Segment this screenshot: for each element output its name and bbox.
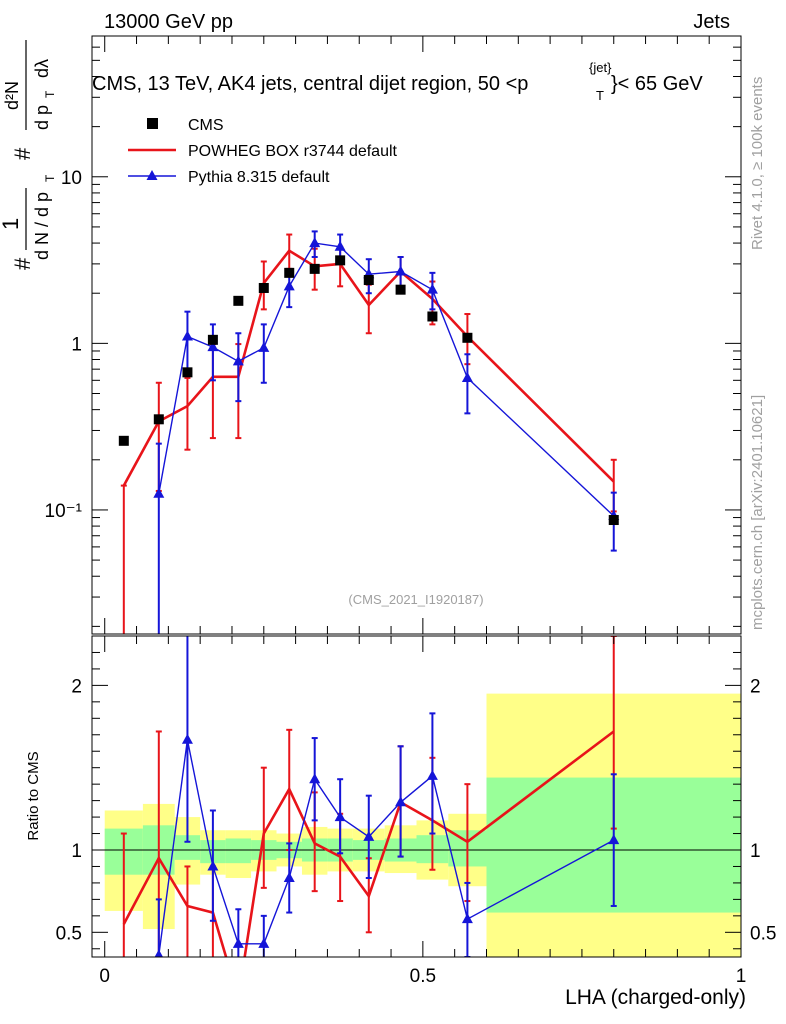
cms-marker-9 bbox=[363, 275, 374, 286]
pythia-ratio-marker-1 bbox=[181, 733, 193, 744]
ratio-y-tick-label-1: 1 bbox=[71, 841, 82, 862]
plot-title-sup: {jet} bbox=[589, 60, 612, 75]
pythia-main-marker-11 bbox=[461, 371, 473, 382]
main-panel-frame bbox=[91, 35, 742, 635]
powheg-main-line bbox=[122, 248, 615, 487]
pythia-main-marker-0 bbox=[153, 487, 165, 498]
ratio-y-tick-label-2: 2 bbox=[71, 676, 82, 697]
cms-marker-1 bbox=[153, 414, 164, 425]
ratio-y-tick-label-0: 0.5 bbox=[56, 923, 82, 944]
main-y-tick-label-2: 10 bbox=[61, 168, 82, 189]
ratio-panel-frame bbox=[91, 635, 742, 958]
pythia-main-marker-4 bbox=[258, 341, 270, 352]
pythia-ratio-marker-0 bbox=[154, 949, 164, 957]
ratio-y-tick-label-right-1: 1 bbox=[750, 841, 761, 862]
svg-text:#: # bbox=[10, 147, 35, 160]
svg-text:dλ: dλ bbox=[32, 59, 52, 78]
x-tick-label-2: 1 bbox=[736, 966, 747, 987]
legend-entry-0: CMS bbox=[188, 117, 224, 134]
plot-title: CMS, 13 TeV, AK4 jets, central dijet reg… bbox=[92, 73, 528, 95]
cms-marker-6 bbox=[284, 267, 295, 278]
legend-pythia-marker bbox=[146, 170, 158, 180]
pythia-main-marker-5 bbox=[283, 280, 295, 291]
cms-marker-5 bbox=[258, 282, 269, 293]
x-tick-label-1: 0.5 bbox=[410, 966, 436, 987]
pythia-ratio-marker-12 bbox=[608, 834, 620, 845]
pythia-ratio-marker-2 bbox=[207, 860, 219, 871]
cms-marker-4 bbox=[233, 295, 244, 306]
cms-marker-8 bbox=[335, 255, 346, 266]
cms-marker-13 bbox=[608, 515, 619, 526]
ratio-y-tick-label-right-0: 0.5 bbox=[750, 923, 776, 944]
cms-marker-11 bbox=[427, 311, 438, 322]
legend-entry-1: POWHEG BOX r3744 default bbox=[188, 143, 398, 160]
mcplots-label: mcplots.cern.ch [arXiv:2401.10621] bbox=[749, 395, 766, 630]
cms-series bbox=[118, 255, 619, 526]
pythia-main-marker-3 bbox=[232, 355, 244, 366]
pythia-ratio-marker-7 bbox=[334, 811, 346, 822]
cms-marker-3 bbox=[207, 334, 218, 345]
band-1sigma-4 bbox=[225, 838, 252, 864]
energy-label: 13000 GeV pp bbox=[104, 11, 233, 33]
ratio-plot-area bbox=[120, 636, 620, 957]
ratio-y-tick-label-right-2: 2 bbox=[750, 676, 761, 697]
analysis-id: (CMS_2021_I1920187) bbox=[348, 592, 483, 607]
pythia-ratio-marker-11 bbox=[461, 913, 473, 924]
svg-text:T: T bbox=[43, 90, 57, 98]
powheg-ratio-line bbox=[122, 730, 615, 957]
pythia-ratio-series bbox=[154, 636, 620, 957]
plot-title-main: CMS, 13 TeV, AK4 jets, central dijet reg… bbox=[92, 73, 528, 95]
svg-text:#: # bbox=[10, 257, 35, 270]
pythia-main-marker-9 bbox=[395, 265, 407, 276]
pythia-ratio-marker-4 bbox=[258, 937, 270, 948]
pythia-ratio-marker-8 bbox=[363, 830, 375, 841]
main-y-tick-label-1: 1 bbox=[71, 334, 82, 355]
cms-marker-0 bbox=[118, 435, 129, 446]
svg-text:1: 1 bbox=[0, 218, 23, 230]
main-plot-area bbox=[118, 230, 620, 634]
plot-title-tail: }< 65 GeV bbox=[611, 73, 703, 95]
cms-marker-7 bbox=[309, 263, 320, 274]
tick-labels: 10⁻¹ 1 10 0.5 0.5 1 1 2 2 0 0.5 1 CMS POWHEG BOX r374… bbox=[45, 117, 777, 987]
svg-text:d p: d p bbox=[32, 105, 52, 130]
plot-title-sub: T bbox=[596, 88, 604, 103]
pythia-ratio-marker-3 bbox=[232, 937, 244, 948]
cms-marker-2 bbox=[182, 367, 193, 378]
svg-text:d²N: d²N bbox=[2, 81, 22, 110]
main-y-axis-label: # 1 d N / d p T # d²N d p T dλ bbox=[0, 40, 57, 270]
pythia-main-marker-1 bbox=[181, 330, 193, 341]
process-label: Jets bbox=[693, 11, 730, 33]
x-tick-label-0: 0 bbox=[99, 966, 110, 987]
pythia-main-marker-7 bbox=[334, 240, 346, 251]
pythia-ratio-marker-9 bbox=[395, 796, 407, 807]
cms-marker-10 bbox=[395, 284, 406, 295]
cms-marker-12 bbox=[462, 332, 473, 343]
ratio-y-axis-label: Ratio to CMS bbox=[25, 751, 42, 840]
x-axis-label: LHA (charged-only) bbox=[565, 986, 746, 1009]
pythia-ratio-marker-5 bbox=[283, 871, 295, 882]
svg-text:d N / d p: d N / d p bbox=[32, 192, 52, 260]
svg-text:T: T bbox=[43, 174, 57, 182]
legend-cms-marker bbox=[147, 118, 158, 129]
rivet-version-label: Rivet 4.1.0, ≥ 100k events bbox=[749, 77, 766, 250]
legend-entry-2: Pythia 8.315 default bbox=[188, 169, 330, 186]
pythia-ratio-marker-6 bbox=[309, 773, 321, 784]
axis-ticks bbox=[92, 35, 742, 957]
pythia-main-line bbox=[158, 242, 615, 517]
pythia-ratio-marker-10 bbox=[426, 769, 438, 780]
main-y-tick-label-0: 10⁻¹ bbox=[45, 501, 83, 522]
pythia-main-marker-10 bbox=[426, 283, 438, 294]
pythia-main-series bbox=[153, 230, 620, 634]
pythia-main-marker-2 bbox=[207, 341, 219, 352]
pythia-main-marker-6 bbox=[309, 237, 321, 248]
legend bbox=[128, 118, 176, 180]
